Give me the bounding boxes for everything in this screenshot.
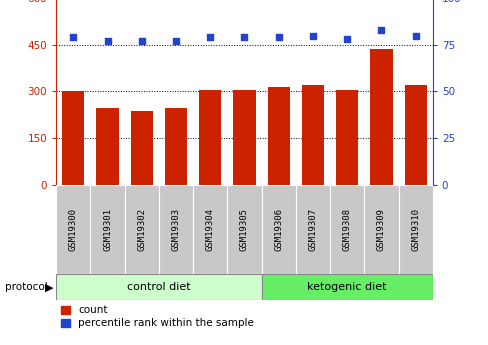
Text: GSM19305: GSM19305 [240,208,248,251]
Bar [295,185,329,274]
Bar [159,185,193,274]
Point [138,38,145,44]
Text: GSM19309: GSM19309 [376,208,385,251]
Point [240,34,248,40]
Text: GSM19308: GSM19308 [342,208,351,251]
Bar [193,185,227,274]
Bar [261,274,432,300]
Bar [404,85,426,185]
Bar [199,90,221,185]
Point [308,33,316,38]
Text: control diet: control diet [127,282,190,292]
Text: protocol: protocol [5,282,47,292]
Bar [364,185,398,274]
Bar [56,185,90,274]
Legend: count, percentile rank within the sample: count, percentile rank within the sample [61,305,253,328]
Text: GSM19301: GSM19301 [103,208,112,251]
Text: ▶: ▶ [45,282,53,292]
Bar [96,108,119,185]
Text: GSM19306: GSM19306 [274,208,283,251]
Point [103,38,111,44]
Text: ketogenic diet: ketogenic diet [307,282,386,292]
Bar [369,49,392,185]
Bar [90,185,124,274]
Text: GSM19310: GSM19310 [410,208,419,251]
Bar [335,90,358,185]
Bar [398,185,432,274]
Bar [124,185,159,274]
Bar [62,91,84,185]
Text: GSM19303: GSM19303 [171,208,180,251]
Text: GSM19300: GSM19300 [69,208,78,251]
Point [172,38,180,44]
Bar [261,185,295,274]
Bar [267,87,289,185]
Point [343,37,350,42]
Point [274,34,282,40]
Point [377,27,385,33]
Text: GSM19304: GSM19304 [205,208,214,251]
Bar [56,274,261,300]
Text: GSM19307: GSM19307 [308,208,317,251]
Bar [164,108,187,185]
Bar [329,185,364,274]
Bar [301,85,324,185]
Text: GSM19302: GSM19302 [137,208,146,251]
Bar [130,111,153,185]
Point [206,34,214,40]
Bar [233,90,255,185]
Bar [227,185,261,274]
Point [411,33,419,38]
Point [69,34,77,40]
